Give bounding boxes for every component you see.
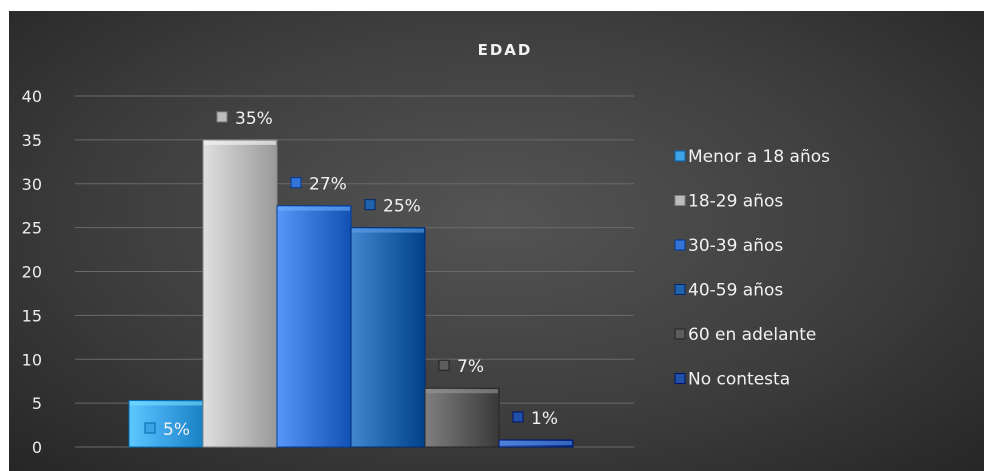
bar-bevel <box>352 228 424 233</box>
legend-swatch <box>674 284 686 295</box>
bar <box>350 227 426 448</box>
legend-swatch <box>674 373 686 384</box>
data-label-marker <box>290 177 302 189</box>
y-tick-label: 10 <box>22 350 42 369</box>
legend-swatch <box>674 195 686 206</box>
bar-bevel <box>426 389 498 394</box>
y-tick-label: 30 <box>22 175 42 194</box>
bar-bevel <box>500 440 572 445</box>
data-label: 1% <box>531 409 558 429</box>
bar <box>202 139 278 448</box>
legend-label: 18-29 años <box>688 192 783 212</box>
y-tick-label: 25 <box>22 219 42 238</box>
data-label-marker <box>438 359 450 371</box>
bar <box>276 205 352 448</box>
legend-swatch <box>674 150 686 162</box>
data-label: 7% <box>457 357 484 377</box>
legend: Menor a 18 años 18-29 años 30-39 años 40-59… <box>674 147 830 390</box>
y-tick-label: 15 <box>22 306 42 325</box>
legend-swatch <box>674 239 686 251</box>
data-label-marker <box>364 199 376 211</box>
chart-area: EDAD 0 5 10 15 20 25 30 35 40 5% 35% 27% 25% 7% 1% Me… <box>9 11 984 471</box>
data-label: 35% <box>235 109 273 129</box>
bar-bevel <box>204 140 276 145</box>
data-label-marker <box>216 111 228 123</box>
legend-label: 40-59 años <box>688 281 783 301</box>
y-tick-label: 0 <box>32 438 42 457</box>
bar-chart: EDAD 0 5 10 15 20 25 30 35 40 5% 35% 27% 25% 7% 1% Me… <box>22 41 831 457</box>
y-tick-label: 35 <box>22 131 42 150</box>
legend-label: 60 en adelante <box>688 325 816 345</box>
y-tick-label: 5 <box>32 394 42 413</box>
data-label: 25% <box>383 197 421 217</box>
legend-swatch <box>674 328 686 340</box>
y-tick-label: 40 <box>22 87 42 106</box>
chart-title: EDAD <box>478 41 533 59</box>
y-tick-label: 20 <box>22 263 42 282</box>
bar-bevel <box>278 206 350 211</box>
legend-label: No contesta <box>688 370 790 390</box>
bar <box>424 387 500 448</box>
data-label-marker <box>512 411 524 423</box>
data-label: 27% <box>309 175 347 195</box>
legend-label: 30-39 años <box>688 236 783 256</box>
data-label-marker <box>144 422 156 434</box>
data-label: 5% <box>163 420 190 440</box>
bar-bevel <box>130 401 202 406</box>
legend-label: Menor a 18 años <box>688 147 830 167</box>
